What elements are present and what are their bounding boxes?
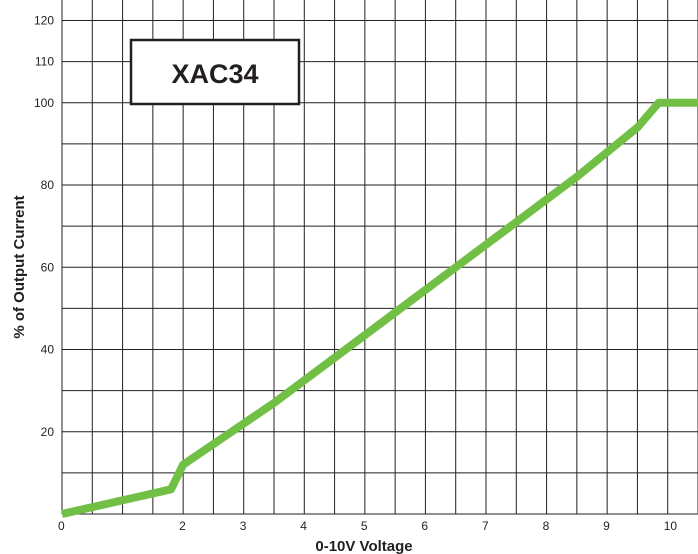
y-tick-label: 40 — [41, 343, 55, 357]
x-tick-label: 6 — [421, 519, 428, 533]
x-tick-label: 3 — [240, 519, 247, 533]
y-axis-label: % of Output Current — [11, 195, 28, 338]
y-tick-label: 80 — [41, 178, 55, 192]
x-tick-label: 4 — [300, 519, 307, 533]
y-tick-label: 120 — [34, 14, 54, 28]
x-tick-label: 10 — [664, 519, 678, 533]
title-badge: XAC34 — [131, 40, 299, 104]
y-tick-label: 20 — [41, 425, 55, 439]
y-tick-label: 110 — [35, 55, 54, 69]
y-tick-label: 100 — [34, 96, 54, 110]
x-axis-label: 0-10V Voltage — [315, 538, 412, 554]
x-tick-label: 9 — [603, 519, 610, 533]
x-tick-label: 5 — [361, 519, 368, 533]
x-tick-label: 0 — [58, 519, 65, 533]
x-tick-label: 8 — [543, 519, 550, 533]
x-tick-label: 2 — [179, 519, 186, 533]
x-tick-label: 7 — [482, 519, 489, 533]
y-tick-label: 60 — [41, 260, 55, 274]
chart-title: XAC34 — [171, 59, 258, 89]
